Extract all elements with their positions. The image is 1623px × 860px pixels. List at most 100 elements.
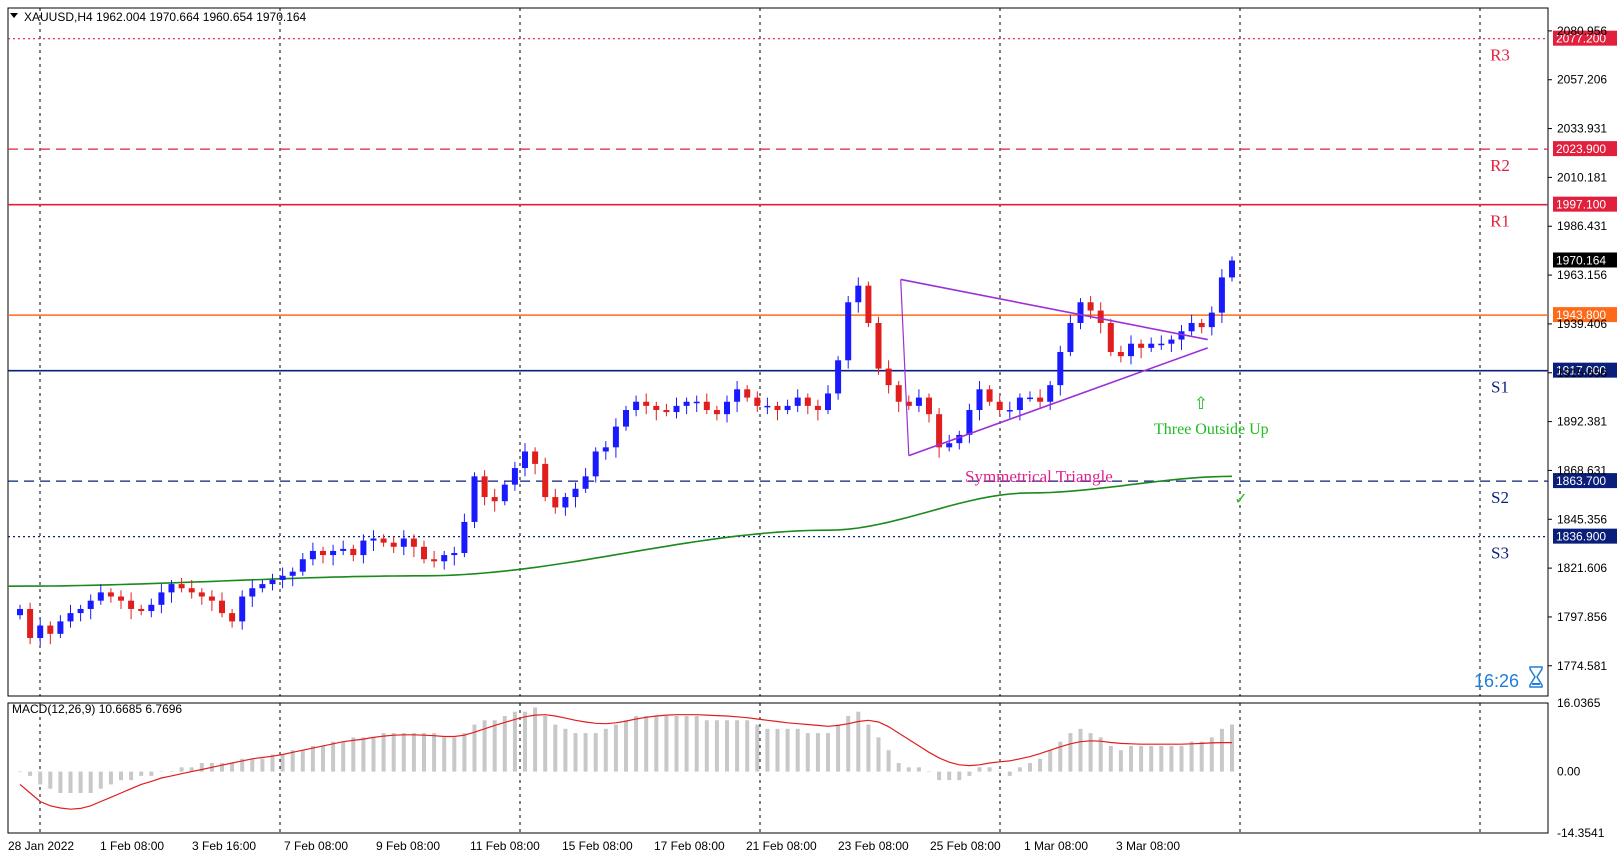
candle xyxy=(1168,339,1175,344)
level-tag-0: 2077.200 xyxy=(1556,32,1606,46)
y-tick-label-13: 1774.581 xyxy=(1557,659,1607,673)
candle xyxy=(1077,302,1084,323)
x-tick-label-4: 9 Feb 08:00 xyxy=(376,839,440,853)
candle xyxy=(1057,352,1064,386)
macd-histogram-bar xyxy=(573,733,578,772)
candle xyxy=(208,596,215,601)
candle xyxy=(885,368,892,386)
candle xyxy=(87,600,94,609)
macd-histogram-bar xyxy=(785,728,790,772)
macd-histogram-bar xyxy=(411,733,416,772)
candle xyxy=(1047,385,1054,402)
x-tick-label-11: 1 Mar 08:00 xyxy=(1024,839,1088,853)
macd-histogram-bar xyxy=(391,733,396,772)
macd-histogram-bar xyxy=(442,737,447,772)
candle xyxy=(1188,322,1195,332)
candle xyxy=(1178,331,1185,340)
macd-histogram-bar xyxy=(179,767,184,772)
triangle-upper-line xyxy=(900,278,1208,341)
candle xyxy=(1016,397,1023,411)
candle xyxy=(360,540,367,556)
triangle-down-icon[interactable] xyxy=(10,13,18,18)
candle xyxy=(1229,260,1235,278)
candle xyxy=(703,401,710,411)
macd-histogram-bar xyxy=(68,771,73,793)
macd-histogram-bar xyxy=(674,715,679,772)
macd-histogram-bar xyxy=(1078,728,1083,772)
candle xyxy=(905,401,912,406)
candle xyxy=(683,401,690,406)
macd-histogram-bar xyxy=(1209,737,1214,772)
macd-label: MACD(12,26,9) 10.6685 6.7696 xyxy=(12,702,182,716)
macd-histogram-bar xyxy=(714,720,719,772)
macd-histogram-bar xyxy=(331,741,336,772)
macd-histogram-bar xyxy=(916,767,921,772)
candle xyxy=(198,592,205,597)
macd-histogram-bar xyxy=(462,733,467,772)
candle xyxy=(713,410,720,415)
macd-histogram-bar xyxy=(866,724,871,772)
candle xyxy=(491,497,498,502)
candle xyxy=(915,397,922,406)
candle xyxy=(592,451,599,477)
macd-histogram-bar xyxy=(88,771,93,793)
candle xyxy=(764,405,771,408)
candle xyxy=(97,592,104,601)
macd-histogram-bar xyxy=(1169,745,1174,772)
macd-histogram-bar xyxy=(220,763,224,772)
y-tick-label-3: 2010.181 xyxy=(1557,170,1607,184)
symbol-info: XAUUSD,H4 1962.004 1970.664 1960.654 197… xyxy=(24,10,307,24)
candle xyxy=(1117,352,1124,357)
x-tick-label-8: 21 Feb 08:00 xyxy=(746,839,817,853)
candle xyxy=(289,571,296,576)
x-tick-label-10: 25 Feb 08:00 xyxy=(930,839,1001,853)
candle xyxy=(37,625,44,638)
macd-histogram-bar xyxy=(169,771,174,773)
candle xyxy=(673,405,680,413)
x-tick-label-2: 3 Feb 16:00 xyxy=(192,839,256,853)
macd-histogram-bar xyxy=(624,720,628,772)
candle xyxy=(229,613,236,622)
candle xyxy=(986,389,993,402)
candle xyxy=(936,414,943,448)
level-tag-bg-1 xyxy=(1553,141,1617,157)
level-name-r1: R1 xyxy=(1490,212,1510,231)
macd-histogram-bar xyxy=(725,720,729,772)
macd-histogram-bar xyxy=(270,754,275,772)
macd-histogram-bar xyxy=(906,767,911,772)
macd-histogram-bar xyxy=(189,767,194,772)
macd-histogram-bar xyxy=(432,733,437,772)
candle xyxy=(340,548,347,551)
macd-histogram-bar xyxy=(452,737,457,772)
candle xyxy=(400,538,407,547)
macd-histogram-bar xyxy=(240,758,245,772)
macd-histogram-bar xyxy=(129,771,134,781)
macd-histogram-bar xyxy=(98,771,103,789)
macd-y-tick-2: -14.3541 xyxy=(1557,826,1605,840)
level-tag-4: 1917.000 xyxy=(1556,364,1606,378)
candle xyxy=(1208,312,1215,328)
x-tick-label-0: 28 Jan 2022 xyxy=(8,839,74,853)
candle xyxy=(875,322,882,369)
macd-histogram-bar xyxy=(139,771,144,776)
candle xyxy=(774,405,781,411)
candle xyxy=(128,600,135,609)
candle xyxy=(471,476,478,522)
macd-histogram-bar xyxy=(1028,763,1032,772)
macd-histogram-bar xyxy=(1139,745,1144,772)
level-tag-3: 1943.800 xyxy=(1556,308,1606,322)
macd-histogram-bar xyxy=(876,737,881,772)
macd-histogram-bar xyxy=(603,728,608,772)
macd-histogram-bar xyxy=(260,758,265,772)
macd-histogram-bar xyxy=(1108,745,1113,772)
x-tick-label-7: 17 Feb 08:00 xyxy=(654,839,725,853)
macd-histogram-bar xyxy=(987,767,992,772)
candle xyxy=(895,385,902,402)
macd-histogram-bar xyxy=(836,724,841,772)
x-tick-label-9: 23 Feb 08:00 xyxy=(838,839,909,853)
candle xyxy=(380,538,387,543)
candle xyxy=(552,497,559,508)
candle xyxy=(370,538,377,541)
